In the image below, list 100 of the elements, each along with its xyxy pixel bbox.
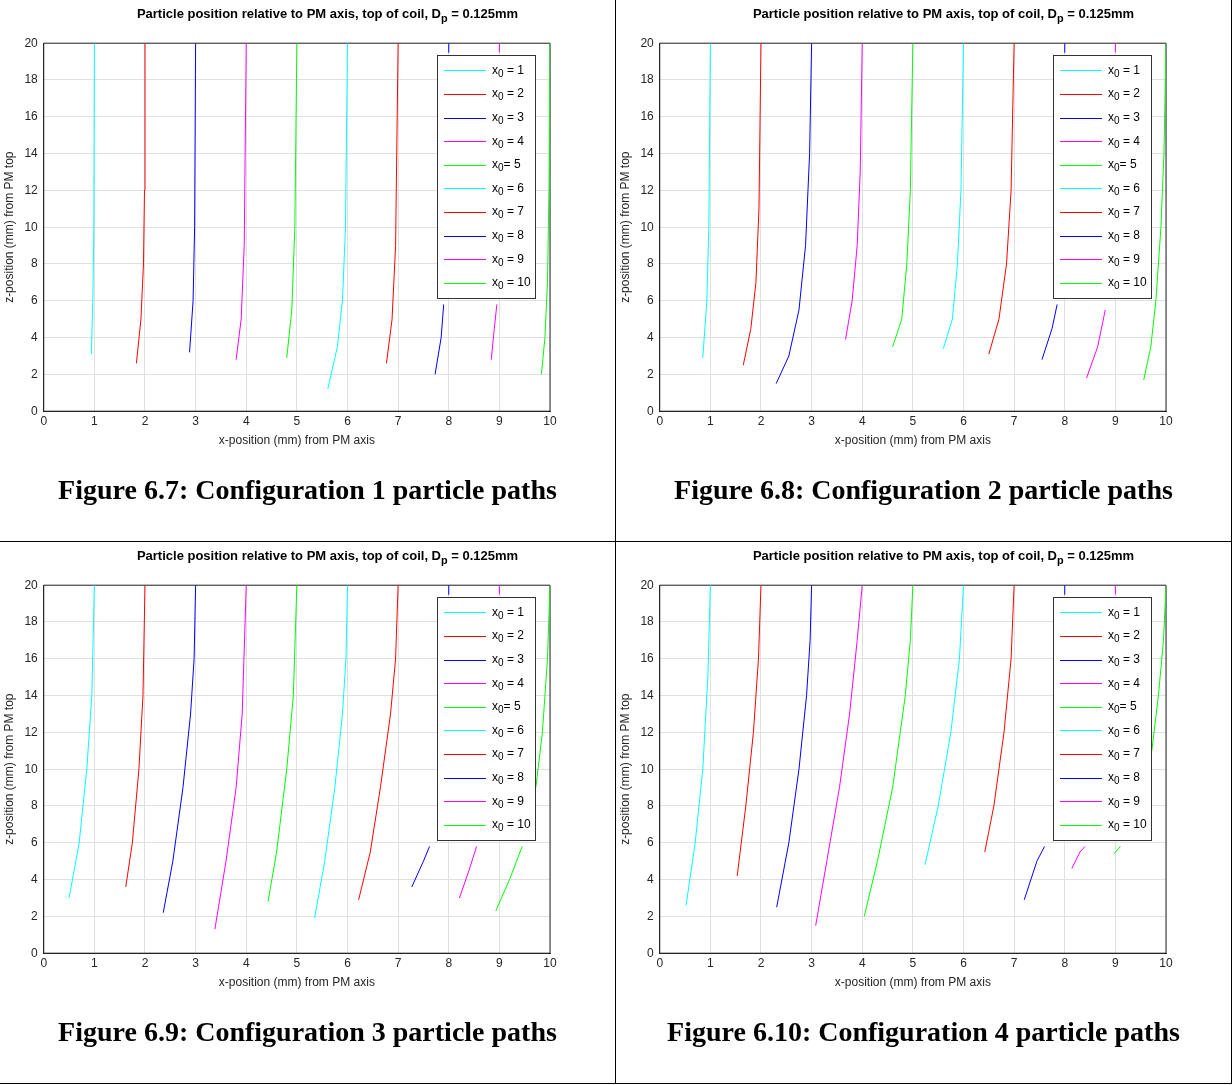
x-tick-label: 4 [242,955,250,970]
y-tick-label: 8 [31,256,39,271]
chart-title: Particle position relative to PM axis, top of coil, D$_{p}$ = 0.125mm [751,547,1136,568]
legend-label: x$_{0}$ = 9 [492,793,524,810]
x-tick-label: 10 [543,413,557,428]
x-tick-label: 8 [1061,413,1069,428]
legend-label: x$_{0}$ = 8 [1108,227,1140,245]
y-tick-label: 12 [640,182,655,197]
x-tick-label: 1 [707,413,715,428]
legend-label: x$_{0}$ = 1 [1108,62,1140,80]
x-axis-title: x-position (mm) from PM axis [834,433,991,448]
legend-label: x$_{0}$ = 4 [492,675,524,692]
x-tick-label: 5 [293,955,301,970]
x-tick-label: 2 [141,955,149,970]
legend-label: x$_{0}$ = 6 [1108,180,1140,198]
y-tick-label: 2 [647,908,655,923]
x-tick-label: 8 [445,955,453,970]
legend-label: x$_{0}$= 5 [1108,699,1137,716]
chart-title: Particle position relative to PM axis, top of coil, D$_{p}$ = 0.125mm [751,5,1136,26]
x-tick-label: 4 [858,955,866,970]
legend-label: x$_{0}$ = 8 [492,227,524,245]
legend-label: x$_{0}$ = 2 [492,628,524,645]
legend-label: x$_{0}$ = 1 [1108,604,1140,622]
y-tick-label: 18 [24,72,39,87]
legend-label: x$_{0}$ = 4 [1108,675,1140,692]
legend-label: x$_{0}$ = 2 [1108,628,1140,645]
y-tick-label: 16 [24,109,39,124]
x-tick-label: 10 [1159,413,1173,428]
y-tick-label: 6 [647,293,655,308]
y-tick-label: 6 [31,293,39,308]
y-tick-label: 2 [31,366,39,381]
x-tick-label: 7 [1010,955,1018,970]
x-tick-label: 3 [808,413,816,428]
caption: Figure 6.9: Configuration 3 particle paths [57,1016,558,1048]
chart-title: Particle position relative to PM axis, top of coil, D$_{p}$ = 0.125mm [135,547,520,568]
x-tick-label: 4 [242,413,250,428]
x-tick-label: 10 [1159,955,1173,970]
y-tick-label: 4 [647,871,655,886]
y-tick-label: 2 [31,908,39,923]
x-tick-label: 7 [1010,413,1018,428]
legend-label: x$_{0}$ = 10 [492,817,531,834]
y-tick-label: 12 [640,724,655,739]
caption: Figure 6.8: Configuration 2 particle paths [673,474,1174,506]
x-tick-label: 6 [960,413,968,428]
legend-label: x$_{0}$= 5 [492,157,521,174]
x-tick-label: 3 [192,413,200,428]
y-tick-label: 4 [31,871,39,886]
legend-label: x$_{0}$ = 3 [492,109,524,127]
y-tick-label: 0 [647,403,655,418]
legend-label: x$_{0}$= 5 [1108,157,1137,174]
x-tick-label: 8 [445,413,453,428]
y-tick-label: 8 [647,256,655,271]
y-tick-label: 8 [647,798,655,813]
y-tick-label: 10 [24,761,39,776]
x-axis-title: x-position (mm) from PM axis [218,433,375,448]
legend-label: x$_{0}$ = 3 [492,651,524,669]
y-tick-label: 14 [640,687,655,702]
y-tick-label: 6 [647,835,655,850]
x-tick-label: 9 [496,955,504,970]
x-tick-label: 5 [909,955,917,970]
x-tick-label: 9 [496,413,504,428]
y-tick-label: 6 [31,835,39,850]
y-tick-label: 16 [640,651,655,666]
legend-label: x$_{0}$ = 2 [492,86,524,103]
y-tick-label: 2 [647,366,655,381]
x-tick-label: 8 [1061,955,1069,970]
y-tick-label: 8 [31,798,39,813]
y-tick-label: 0 [647,945,655,960]
y-tick-label: 20 [640,35,655,50]
y-tick-label: 10 [640,219,655,234]
y-tick-label: 18 [24,614,39,629]
y-tick-label: 14 [24,145,39,160]
y-axis-title: z-position (mm) from PM top [1,693,16,845]
legend-label: x$_{0}$ = 7 [492,746,524,763]
y-tick-label: 14 [640,145,655,160]
x-tick-label: 10 [543,955,557,970]
caption: Figure 6.10: Configuration 4 particle paths [666,1016,1181,1048]
x-tick-label: 3 [192,955,200,970]
y-tick-label: 20 [24,35,39,50]
y-tick-label: 4 [31,329,39,344]
legend-label: x$_{0}$ = 10 [1108,817,1147,834]
legend-label: x$_{0}$ = 6 [492,722,524,740]
x-tick-label: 1 [91,955,99,970]
x-tick-label: 4 [858,413,866,428]
legend-label: x$_{0}$ = 3 [1108,109,1140,127]
y-tick-label: 10 [24,219,39,234]
y-tick-label: 18 [640,72,655,87]
x-tick-label: 5 [293,413,301,428]
x-tick-label: 3 [808,955,816,970]
legend-label: x$_{0}$ = 7 [1108,746,1140,763]
y-tick-label: 14 [24,687,39,702]
legend-label: x$_{0}$ = 4 [492,133,524,150]
legend-label: x$_{0}$ = 8 [492,769,524,787]
legend-label: x$_{0}$ = 7 [492,204,524,221]
y-tick-label: 10 [640,761,655,776]
legend-label: x$_{0}$ = 9 [1108,251,1140,268]
y-axis-title: z-position (mm) from PM top [617,693,632,845]
y-axis-title: z-position (mm) from PM top [1,151,16,303]
chart-title: Particle position relative to PM axis, top of coil, D$_{p}$ = 0.125mm [135,5,520,26]
x-tick-label: 2 [757,955,765,970]
